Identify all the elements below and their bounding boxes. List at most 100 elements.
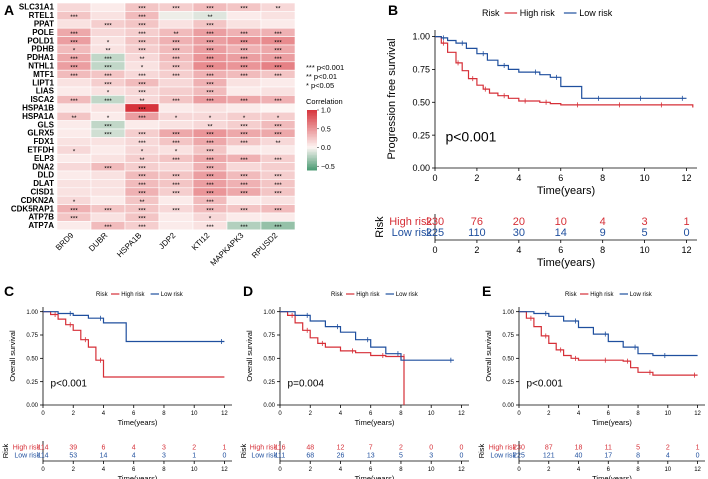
colorbar-segment [307, 131, 317, 133]
risk-table-count: 14 [100, 452, 108, 459]
heatmap-cell [158, 212, 194, 222]
heatmap-cell [90, 137, 126, 147]
heatmap-cell [56, 153, 92, 163]
significance-mark: *** [138, 23, 146, 30]
risk-table-tick-label: 8 [162, 467, 166, 473]
risk-table-tick-label: 6 [369, 467, 373, 473]
risk-table-count: 20 [513, 216, 525, 228]
risk-table-x-label: Time(years) [537, 257, 595, 269]
risk-table-title: Risk [477, 443, 486, 458]
risk-table-row-label: High risk [13, 444, 41, 451]
y-axis-label: Overall survival [245, 330, 254, 382]
colorbar-segment [307, 155, 317, 157]
significance-mark: *** [138, 191, 146, 198]
significance-mark: *** [206, 6, 214, 13]
significance-mark: *** [206, 165, 214, 172]
y-tick-label: 0.75 [412, 65, 430, 75]
risk-table-row-label: Low risk [392, 227, 433, 239]
significance-mark: *** [104, 56, 112, 63]
risk-table-tick-label: 4 [516, 245, 521, 255]
risk-table-count: 5 [642, 227, 648, 239]
row-label: PPAT [34, 20, 54, 29]
significance-mark: * [141, 65, 144, 72]
significance-mark: *** [138, 216, 146, 223]
colorbar-segment [307, 122, 317, 124]
column-label: RPUSD2 [250, 230, 280, 260]
heatmap-cell [158, 19, 194, 29]
heatmap-cell [260, 221, 296, 231]
risk-table-count: 1 [696, 444, 700, 451]
heatmap-cell [56, 170, 92, 180]
significance-mark: *** [138, 73, 146, 80]
risk-table-row-label: Low risk [490, 452, 516, 459]
significance-mark: *** [240, 174, 248, 181]
significance-mark: *** [206, 182, 214, 189]
x-tick-label: 8 [600, 173, 605, 183]
risk-table-count: 4 [132, 444, 136, 451]
heatmap-cell [56, 179, 92, 189]
x-tick-label: 0 [278, 411, 282, 417]
significance-mark: *** [172, 65, 180, 72]
heatmap-cell [90, 195, 126, 205]
significance-mark: * [141, 149, 144, 156]
significance-mark: ** [207, 14, 213, 21]
significance-mark: *** [206, 31, 214, 38]
significance-legend-entry: *** p<0.001 [306, 63, 344, 72]
significance-mark: *** [274, 207, 282, 214]
row-label: DLAT [33, 179, 54, 188]
significance-mark: *** [240, 140, 248, 147]
significance-mark: *** [206, 157, 214, 164]
row-label: HSPA1B [22, 104, 54, 113]
colorbar-segment [307, 125, 317, 127]
significance-mark: *** [104, 132, 112, 139]
colorbar-segment [307, 158, 317, 160]
significance-legend-entry: * p<0.05 [306, 81, 334, 90]
significance-mark: ** [207, 123, 213, 130]
significance-mark: *** [206, 73, 214, 80]
risk-table-count: 12 [337, 444, 345, 451]
significance-mark: *** [274, 191, 282, 198]
km-panel-d: Risk High risk Low risk0.000.250.500.751.0… [239, 292, 469, 479]
significance-mark: *** [138, 207, 146, 214]
row-label: DLD [38, 171, 55, 180]
significance-mark: *** [274, 182, 282, 189]
x-tick-label: 4 [102, 411, 106, 417]
significance-mark: *** [206, 174, 214, 181]
significance-mark: *** [104, 23, 112, 30]
significance-mark: * [175, 115, 178, 122]
significance-mark: *** [206, 191, 214, 198]
legend-title: Risk [482, 8, 500, 18]
significance-mark: ** [71, 115, 77, 122]
y-tick-label: 0.50 [26, 356, 38, 362]
colorbar-segment [307, 164, 317, 166]
significance-mark: *** [104, 165, 112, 172]
significance-mark: *** [138, 6, 146, 13]
heatmap-cell [226, 11, 262, 21]
risk-table-count: 26 [337, 452, 345, 459]
risk-table-row-label: High risk [389, 216, 432, 228]
significance-mark: *** [104, 73, 112, 80]
row-label: ATP7B [28, 213, 54, 222]
risk-table-count: 13 [367, 452, 375, 459]
panel-label-c: C [4, 283, 14, 299]
row-label: POLE [32, 28, 54, 37]
row-label: PDHA1 [27, 53, 55, 62]
significance-mark: *** [138, 48, 146, 55]
y-axis-label: Overall survival [8, 330, 17, 382]
x-tick-label: 4 [516, 173, 521, 183]
significance-mark: *** [172, 48, 180, 55]
risk-table-tick-label: 10 [664, 467, 671, 473]
colorbar-title: Correlation [306, 97, 343, 106]
heatmap-cell [260, 11, 296, 21]
risk-table-count: 5 [399, 452, 403, 459]
x-tick-label: 6 [132, 411, 136, 417]
significance-mark: * [73, 149, 76, 156]
x-tick-label: 12 [682, 173, 692, 183]
heatmap-cell [158, 78, 194, 88]
heatmap-cell [56, 187, 92, 197]
risk-table-count: 1 [192, 452, 196, 459]
colorbar-segment [307, 120, 317, 123]
x-tick-label: 2 [547, 411, 551, 417]
significance-mark: * [243, 115, 246, 122]
